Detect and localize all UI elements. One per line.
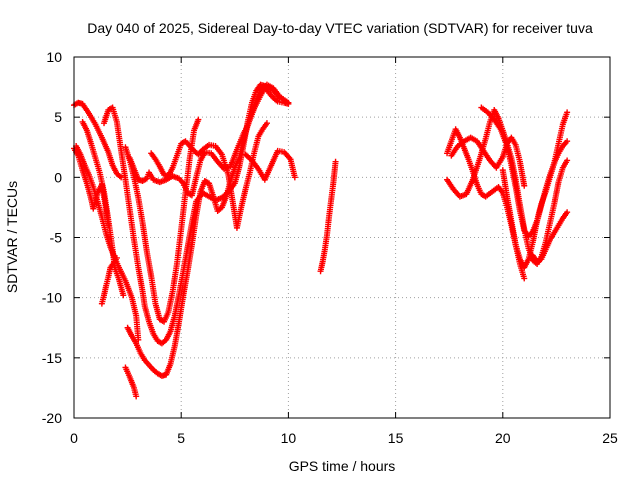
series-track-a xyxy=(71,99,125,181)
series-track-l xyxy=(242,147,298,183)
grid-layer xyxy=(74,57,610,418)
series-track-p xyxy=(448,134,528,189)
data-point xyxy=(263,120,270,127)
series-track-h xyxy=(124,81,292,379)
data-point xyxy=(285,99,292,106)
series-track-s xyxy=(529,209,571,265)
x-tick-label: 15 xyxy=(388,430,404,446)
y-tick-label: 10 xyxy=(46,49,62,65)
chart-title: Day 040 of 2025, Sidereal Day-to-day VTE… xyxy=(87,20,593,36)
data-point xyxy=(564,138,571,145)
x-tick-label: 20 xyxy=(495,430,511,446)
data-point xyxy=(521,182,528,189)
series-track-m xyxy=(317,158,339,275)
series-track-r xyxy=(499,167,528,282)
data-point xyxy=(113,254,120,261)
series-track-i xyxy=(122,364,140,400)
data-point xyxy=(291,174,298,181)
data-layer xyxy=(71,81,571,400)
series-track-q xyxy=(478,104,571,240)
y-tick-label: -15 xyxy=(42,350,62,366)
data-point xyxy=(120,292,127,299)
data-point xyxy=(105,222,112,229)
x-tick-label: 5 xyxy=(177,430,185,446)
data-point xyxy=(332,158,339,165)
y-tick-label: -10 xyxy=(42,290,62,306)
x-tick-label: 25 xyxy=(602,430,618,446)
y-axis-label: SDTVAR / TECUs xyxy=(4,181,20,293)
x-tick-label: 0 xyxy=(70,430,78,446)
x-axis-label: GPS time / hours xyxy=(289,458,396,474)
y-tick-label: 0 xyxy=(54,169,62,185)
y-tick-label: -20 xyxy=(42,410,62,426)
x-tick-label: 10 xyxy=(281,430,297,446)
data-point xyxy=(133,393,140,400)
data-point xyxy=(521,275,528,282)
series-track-k xyxy=(148,120,270,231)
data-point xyxy=(195,116,202,123)
data-point xyxy=(564,157,571,164)
y-tick-label: -5 xyxy=(50,230,63,246)
axis-layer: 0 5 10 15 20 25 -20 -15 -10 -5 0 5 10 xyxy=(42,49,618,446)
series-track-e xyxy=(98,254,120,307)
series-track-j xyxy=(122,116,202,325)
data-point xyxy=(564,109,571,116)
series-track-c xyxy=(79,118,127,299)
y-tick-label: 5 xyxy=(54,109,62,125)
data-point xyxy=(564,209,571,216)
